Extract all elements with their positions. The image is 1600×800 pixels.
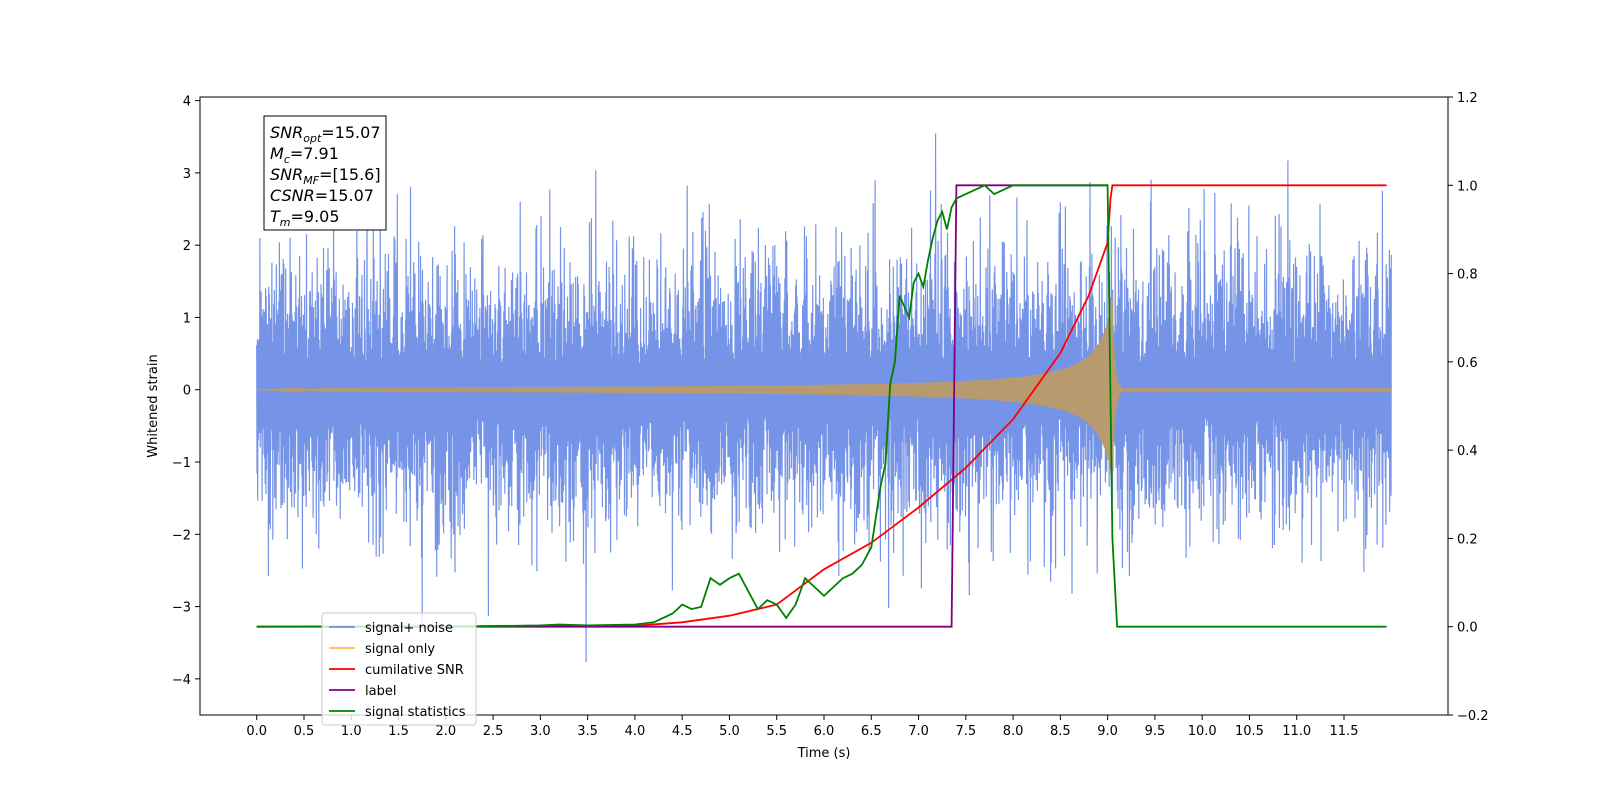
info-tm: Tm=9.05: [270, 207, 340, 229]
y2-tick-label: 1.2: [1457, 91, 1478, 106]
x-tick-label: 3.0: [530, 724, 551, 739]
y-axis-label: Whitened strain: [146, 354, 161, 457]
y2-tick-label: −0.2: [1457, 709, 1489, 724]
y-tick-label: −4: [172, 673, 191, 688]
y-tick-label: −3: [172, 601, 191, 616]
x-tick-label: 7.0: [908, 724, 929, 739]
y2-tick-label: 0.6: [1457, 356, 1478, 371]
x-tick-label: 6.5: [861, 724, 882, 739]
y-tick-label: 3: [183, 167, 191, 182]
x-tick-label: 3.5: [577, 724, 598, 739]
x-axis: 0.0 0.5 1.0 1.5 2.0 2.5 3.0 3.5 4.0 4.5 5.0 5.5 6.0 6…: [246, 715, 1358, 739]
signal-only-series: [256, 294, 1392, 481]
x-tick-label: 9.5: [1145, 724, 1166, 739]
legend: signal+ noise signal only cumilative SNR la…: [321, 612, 477, 726]
y2-tick-label: 0.8: [1457, 268, 1478, 283]
x-tick-label: 8.0: [1003, 724, 1024, 739]
legend-label: cumilative SNR: [365, 663, 464, 678]
y-tick-label: 1: [183, 311, 191, 326]
x-tick-label: 9.0: [1097, 724, 1118, 739]
x-tick-label: 5.5: [766, 724, 787, 739]
x-tick-label: 11.0: [1282, 724, 1311, 739]
info-mc: Mc=7.91: [270, 144, 339, 166]
y-tick-label: 4: [183, 95, 191, 110]
legend-frame: [321, 612, 477, 726]
signal-statistics-line: [256, 184, 1387, 628]
legend-label: signal+ noise: [365, 621, 453, 636]
line-series: [256, 184, 1387, 628]
y-tick-label: 0: [183, 384, 191, 399]
y2-tick-label: 0.2: [1457, 532, 1478, 547]
x-tick-label: 2.5: [483, 724, 504, 739]
x-tick-label: 6.0: [814, 724, 835, 739]
x-tick-label: 1.5: [388, 724, 409, 739]
x-tick-label: 2.0: [435, 724, 456, 739]
x-tick-label: 0.5: [294, 724, 315, 739]
x-tick-label: 10.0: [1188, 724, 1217, 739]
y-tick-label: −1: [172, 456, 191, 471]
y-tick-label: 2: [183, 239, 191, 254]
noise-series: [256, 133, 1392, 663]
x-tick-label: 5.0: [719, 724, 740, 739]
y2-tick-label: 0.0: [1457, 621, 1478, 636]
signal-only-line: [256, 294, 1392, 481]
cumulative-snr-line: [256, 184, 1387, 628]
legend-label: signal only: [365, 642, 435, 657]
x-tick-label: 0.0: [246, 724, 267, 739]
info-csnr: CSNR=15.07: [270, 186, 374, 205]
info-box: SNRopt=15.07 Mc=7.91 SNRMF=[15.6] CSNR=1…: [263, 115, 387, 231]
x-tick-label: 7.5: [955, 724, 976, 739]
info-snr-mf: SNRMF=[15.6]: [270, 165, 381, 187]
x-tick-label: 1.0: [341, 724, 362, 739]
legend-label: label: [365, 684, 396, 699]
info-box-frame: [263, 115, 387, 231]
x-tick-label: 11.5: [1330, 724, 1359, 739]
x-tick-label: 8.5: [1050, 724, 1071, 739]
x-tick-label: 10.5: [1235, 724, 1264, 739]
y2-tick-label: 1.0: [1457, 179, 1478, 194]
y2-tick-label: 0.4: [1457, 444, 1478, 459]
legend-label: signal statistics: [365, 705, 466, 720]
y-axis-right: 1.2 1.0 0.8 0.6 0.4 0.2 0.0 −0.2: [1448, 91, 1489, 724]
x-tick-label: 4.0: [625, 724, 646, 739]
x-axis-label: Time (s): [797, 746, 851, 761]
y-tick-label: −2: [172, 528, 191, 543]
y-axis-left: 4 3 2 1 0 −1 −2 −3 −4: [172, 95, 200, 688]
signal-plus-noise-line: [256, 133, 1392, 663]
x-tick-label: 4.5: [672, 724, 693, 739]
info-snr-opt: SNRopt=15.07: [270, 123, 381, 145]
